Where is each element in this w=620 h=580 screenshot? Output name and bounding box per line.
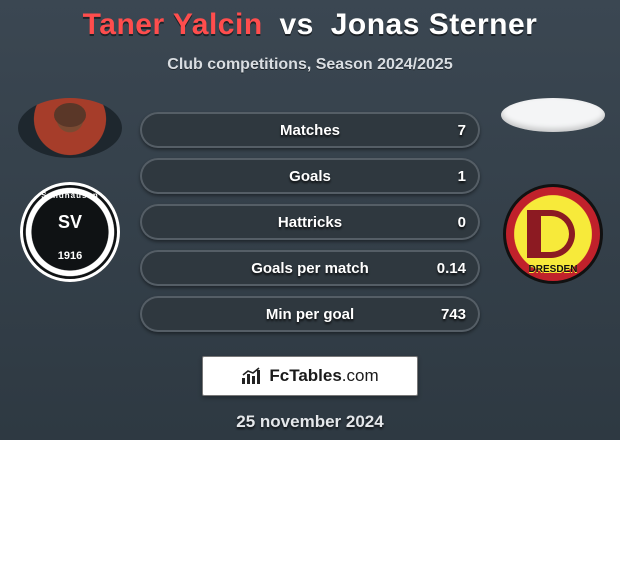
page-title: Taner Yalcin vs Jonas Sterner	[0, 8, 620, 42]
sandhausen-year: 1916	[20, 250, 120, 262]
site-name: FcTables.com	[269, 366, 378, 386]
dynamo-text: DRESDEN	[506, 264, 600, 275]
date-label: 25 november 2024	[0, 412, 620, 432]
site-name-bold: FcTables	[269, 366, 341, 385]
sandhausen-arc-text: Sandhausen	[20, 191, 120, 200]
stat-row-goals: Goals 1	[140, 158, 480, 194]
stat-value: 743	[441, 306, 466, 323]
site-name-domain: .com	[342, 366, 379, 385]
club-badge-sandhausen: Sandhausen 1916	[20, 182, 120, 282]
right-column: DRESDEN	[498, 98, 608, 284]
stat-value: 7	[458, 122, 466, 139]
player-2-photo	[501, 98, 605, 132]
player-1-photo	[18, 98, 122, 158]
player-2-name: Jonas Sterner	[331, 8, 538, 41]
stat-label: Min per goal	[140, 306, 480, 323]
stat-row-mpg: Min per goal 743	[140, 296, 480, 332]
stat-value: 1	[458, 168, 466, 185]
dynamo-d-icon	[527, 210, 575, 258]
stat-bars: Matches 7 Goals 1 Hattricks 0 Goals per …	[140, 112, 480, 332]
site-badge[interactable]: FcTables.com	[202, 356, 418, 396]
stat-label: Goals	[140, 168, 480, 185]
stat-value: 0	[458, 214, 466, 231]
stat-value: 0.14	[437, 260, 466, 277]
stat-label: Goals per match	[140, 260, 480, 277]
stat-row-gpm: Goals per match 0.14	[140, 250, 480, 286]
club-badge-dynamo: DRESDEN	[503, 184, 603, 284]
stat-label: Matches	[140, 122, 480, 139]
player-1-name: Taner Yalcin	[83, 8, 263, 41]
left-column: Sandhausen 1916	[10, 98, 130, 282]
stat-row-hattricks: Hattricks 0	[140, 204, 480, 240]
comparison-card: Taner Yalcin vs Jonas Sterner Club compe…	[0, 0, 620, 440]
stat-row-matches: Matches 7	[140, 112, 480, 148]
stat-label: Hattricks	[140, 214, 480, 231]
vs-separator: vs	[280, 8, 314, 41]
content-area: Sandhausen 1916 DRESDEN Matches 7 Goals …	[0, 98, 620, 338]
chart-icon	[241, 367, 263, 385]
subtitle: Club competitions, Season 2024/2025	[0, 56, 620, 74]
